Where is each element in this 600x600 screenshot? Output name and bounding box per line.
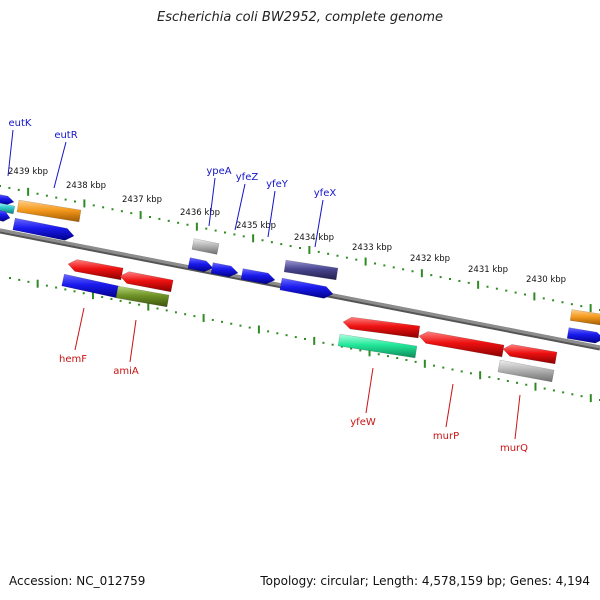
genome-summary: Topology: circular; Length: 4,578,159 bp… (260, 574, 590, 588)
label-leader (7, 129, 14, 177)
lower-scale-ticks (9, 277, 600, 403)
gene-label: yfeX (314, 188, 337, 199)
gene-label: hemF (59, 354, 87, 365)
gene-arrow (566, 327, 600, 344)
label-leader (365, 367, 374, 414)
kbp-label: 2433 kbp (352, 243, 392, 253)
gene-arrow (67, 259, 124, 281)
upper-scale-ticks (0, 185, 600, 313)
label-leader (208, 177, 216, 227)
label-leader (445, 383, 454, 428)
gene-arrow (502, 344, 558, 365)
gene-arrow (115, 285, 170, 308)
gene-arrow (61, 273, 120, 299)
gene-arrow (12, 217, 75, 241)
gene-label: ypeA (206, 166, 231, 177)
gene-label: eutR (54, 130, 77, 141)
gene-label: yfeZ (236, 172, 259, 183)
gene-arrow (418, 331, 505, 358)
gene-arrow (279, 277, 334, 299)
gene-arrow (16, 199, 82, 223)
label-leader (314, 199, 324, 248)
kbp-label: 2437 kbp (122, 195, 162, 205)
map-title: Escherichia coli BW2952, complete genome (157, 10, 443, 25)
kbp-label: 2430 kbp (526, 275, 566, 285)
label-leader (129, 319, 137, 363)
gene-label: yfeY (266, 179, 289, 190)
kbp-label: 2436 kbp (180, 208, 220, 218)
gene-label: yfeW (350, 417, 376, 428)
kbp-label: 2434 kbp (294, 233, 334, 243)
gene-arrow (569, 309, 600, 326)
kbp-label: 2431 kbp (468, 265, 508, 275)
accession-label: Accession: NC_012759 (9, 574, 146, 588)
gene-arrow (497, 359, 555, 383)
gene-arrow (0, 210, 11, 222)
gene-arrow (240, 268, 276, 285)
gene-arrow (342, 316, 421, 339)
gene-label: murP (433, 431, 459, 442)
gene-label: amiA (113, 366, 139, 377)
kbp-label: 2432 kbp (410, 254, 450, 264)
kbp-label: 2438 kbp (66, 181, 106, 191)
gene-label: murQ (500, 443, 528, 454)
label-leader (234, 183, 246, 231)
label-leader (53, 141, 67, 189)
gene-arrow (337, 333, 418, 359)
gene-arrow (119, 271, 174, 293)
kbp-label: 2439 kbp (8, 167, 48, 177)
label-leader (74, 307, 85, 351)
gene-label: eutK (9, 118, 32, 129)
gene-arrow (283, 259, 339, 281)
gene-arrow (0, 202, 16, 215)
gene-arrow (191, 238, 220, 255)
gene-arrow (210, 262, 239, 278)
kbp-label: 2435 kbp (236, 221, 276, 231)
label-leader (267, 190, 276, 238)
label-leader (514, 394, 521, 440)
gene-arrow (187, 257, 214, 273)
